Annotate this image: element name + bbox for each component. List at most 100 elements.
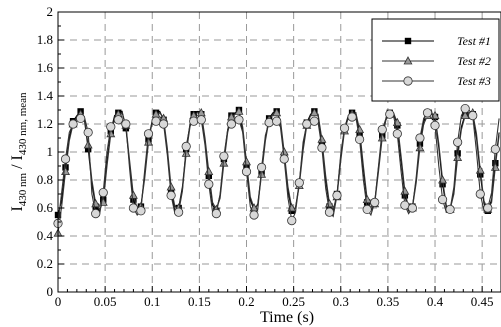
data-point bbox=[309, 116, 319, 126]
data-point bbox=[407, 203, 417, 213]
x-tick-label: 0.2 bbox=[238, 294, 254, 309]
data-point bbox=[415, 142, 425, 152]
data-point bbox=[272, 116, 282, 126]
data-point bbox=[226, 119, 237, 129]
x-tick-label: 0.35 bbox=[377, 294, 400, 309]
data-point bbox=[324, 198, 334, 208]
x-tick-label: 0.4 bbox=[427, 294, 444, 309]
x-axis-title: Time (s) bbox=[260, 309, 314, 326]
y-axis-title-main: I bbox=[9, 206, 26, 211]
data-point bbox=[468, 111, 478, 121]
data-point bbox=[355, 134, 365, 144]
data-point bbox=[68, 119, 78, 129]
data-point bbox=[362, 194, 372, 204]
data-point bbox=[400, 200, 410, 210]
y-tick-label: 0.4 bbox=[37, 228, 54, 243]
data-point bbox=[257, 169, 267, 178]
data-point bbox=[143, 129, 154, 139]
legend-label: Test #3 bbox=[457, 74, 491, 88]
data-point bbox=[158, 119, 169, 129]
data-point bbox=[377, 133, 387, 142]
data-point bbox=[317, 134, 327, 143]
legend-marker bbox=[403, 56, 413, 65]
y-tick-label: 0.2 bbox=[37, 256, 53, 271]
data-point bbox=[234, 106, 244, 115]
data-point bbox=[166, 182, 176, 191]
x-tick-label: 0.3 bbox=[333, 294, 349, 309]
series-line bbox=[57, 110, 500, 234]
x-tick-label: 0.1 bbox=[144, 294, 160, 309]
data-point bbox=[249, 210, 259, 220]
x-tick-label: 0.25 bbox=[282, 294, 305, 309]
legend-label: Test #1 bbox=[457, 34, 491, 48]
data-point bbox=[91, 209, 101, 219]
data-point bbox=[460, 104, 470, 114]
data-point bbox=[490, 144, 500, 154]
data-point bbox=[256, 162, 267, 172]
y-axis-title-sub2: 430 nm, mean bbox=[17, 92, 29, 155]
data-point bbox=[309, 107, 319, 117]
y-tick-label: 0 bbox=[47, 284, 54, 299]
data-point bbox=[166, 190, 176, 200]
x-tick-label: 0.05 bbox=[94, 294, 117, 309]
data-point bbox=[362, 204, 372, 214]
data-point bbox=[324, 207, 335, 217]
data-point bbox=[430, 120, 440, 131]
data-point bbox=[128, 203, 139, 213]
data-point bbox=[377, 125, 387, 135]
data-point bbox=[60, 154, 71, 164]
data-point bbox=[415, 133, 425, 143]
data-point bbox=[332, 190, 342, 200]
data-point bbox=[241, 167, 252, 177]
data-point bbox=[181, 141, 191, 151]
series-3 bbox=[53, 104, 500, 228]
y-axis-title: I430 nm / I430 nm, mean bbox=[9, 92, 29, 212]
y-tick-label: 0.8 bbox=[37, 172, 53, 187]
data-point bbox=[196, 115, 206, 125]
data-point bbox=[460, 110, 470, 119]
data-point bbox=[128, 190, 138, 199]
legend-label: Test #2 bbox=[457, 54, 491, 68]
y-axis-title-sub: 430 nm bbox=[17, 172, 29, 206]
data-point bbox=[347, 112, 357, 122]
data-point bbox=[483, 203, 493, 213]
data-point bbox=[204, 166, 214, 176]
data-point bbox=[211, 209, 221, 219]
y-axis-title-sep: / I bbox=[9, 155, 26, 173]
data-point bbox=[317, 143, 327, 153]
data-point bbox=[83, 127, 93, 137]
x-tick-label: 0.15 bbox=[188, 294, 211, 309]
data-point bbox=[189, 116, 199, 126]
ticks-layer: 0 0.05 0.1 0.15 0.2 0.25 0.3 0.35 0.4 0.45 0 0.2 0.4… bbox=[37, 4, 494, 309]
data-point bbox=[76, 113, 86, 124]
y-tick-label: 1.2 bbox=[37, 116, 53, 131]
data-point bbox=[113, 115, 123, 125]
data-point bbox=[106, 122, 116, 132]
y-tick-label: 2 bbox=[47, 4, 54, 19]
data-point bbox=[287, 216, 297, 226]
data-point bbox=[339, 123, 350, 133]
data-point bbox=[422, 108, 433, 118]
y-tick-label: 1 bbox=[47, 144, 54, 159]
data-point bbox=[400, 186, 410, 195]
data-point bbox=[106, 128, 116, 138]
data-point bbox=[136, 206, 146, 216]
y-tick-label: 1.8 bbox=[37, 32, 53, 47]
legend-marker bbox=[404, 37, 412, 45]
data-point bbox=[370, 197, 380, 207]
data-point bbox=[385, 109, 395, 119]
legend-box bbox=[371, 18, 500, 102]
data-point bbox=[302, 119, 312, 129]
data-point bbox=[445, 204, 455, 214]
data-point bbox=[294, 178, 304, 188]
data-point bbox=[242, 156, 251, 166]
x-tick-label: 0 bbox=[55, 294, 62, 309]
data-point bbox=[144, 137, 153, 146]
series-layer bbox=[53, 104, 500, 237]
y-tick-label: 1.4 bbox=[37, 88, 54, 103]
data-point bbox=[83, 140, 93, 149]
data-point bbox=[219, 151, 229, 161]
data-point bbox=[98, 188, 108, 198]
